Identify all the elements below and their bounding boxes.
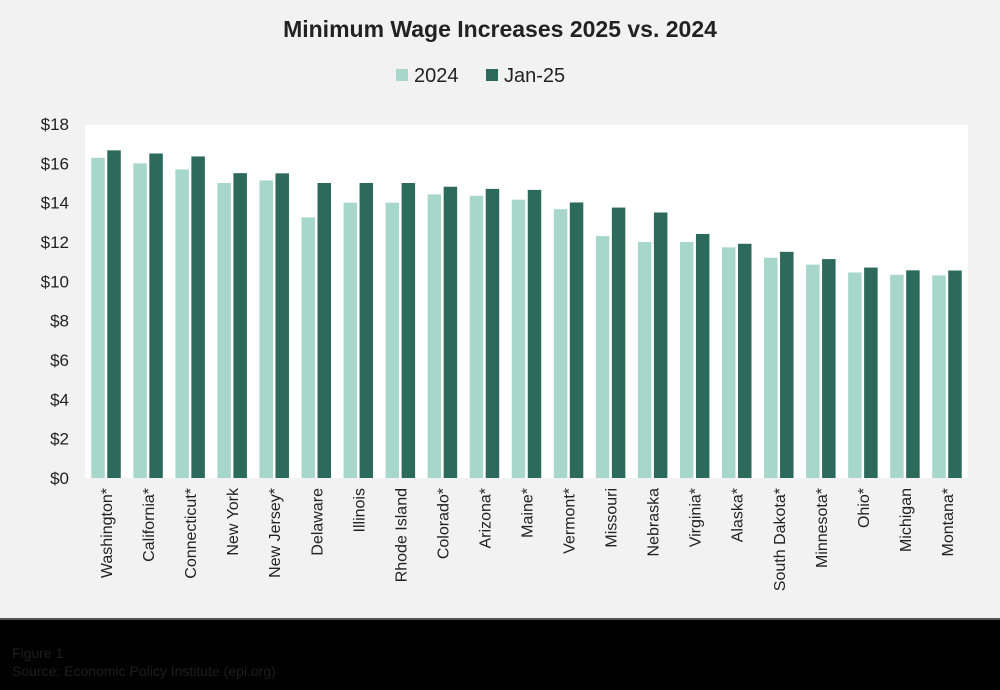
x-category-label: Ohio* (856, 488, 873, 528)
x-category-label: Michigan (898, 488, 915, 552)
bar-jan-25 (822, 259, 836, 478)
x-category-label: Colorado* (435, 488, 452, 559)
legend-swatch (486, 69, 498, 81)
x-category-label: Connecticut* (183, 488, 200, 579)
bar-jan-25 (149, 153, 163, 478)
bar-2024 (553, 209, 568, 478)
bar-2024 (469, 195, 484, 479)
figure-footer: Figure 1 Source: Economic Policy Institu… (0, 618, 1000, 690)
x-category-label: Maine* (520, 488, 537, 538)
bar-chart: Minimum Wage Increases 2025 vs. 2024 202… (41, 16, 968, 591)
y-tick-label: $0 (50, 469, 69, 488)
bar-jan-25 (443, 186, 458, 478)
x-category-label: Washington* (99, 488, 116, 578)
source-note: Source: Economic Policy Institute (epi.o… (12, 663, 276, 679)
bar-jan-25 (569, 202, 584, 478)
bar-jan-25 (191, 156, 205, 478)
x-category-label: New Jersey* (267, 488, 284, 578)
bar-2024 (932, 275, 946, 478)
bar-jan-25 (864, 267, 878, 478)
bar-2024 (385, 202, 400, 478)
x-category-label: Virginia* (688, 488, 705, 547)
legend-label: Jan-25 (504, 65, 565, 87)
x-category-label: New York (225, 487, 242, 556)
y-tick-label: $18 (41, 115, 69, 134)
bar-jan-25 (485, 188, 500, 478)
y-tick-label: $14 (41, 194, 69, 213)
bar-jan-25 (611, 207, 626, 479)
bar-jan-25 (359, 183, 374, 478)
bar-jan-25 (948, 270, 962, 478)
legend-label: 2024 (414, 65, 459, 87)
bar-2024 (848, 272, 862, 478)
figure-label: Figure 1 (12, 645, 64, 661)
legend: 2024 Jan-25 (396, 65, 565, 87)
x-category-label: Illinois (351, 488, 368, 532)
x-category-label: Delaware (309, 488, 326, 556)
x-category-label: Montana* (940, 488, 957, 557)
bar-2024 (890, 274, 904, 478)
bar-2024 (427, 194, 442, 478)
bar-2024 (806, 264, 820, 478)
bar-jan-25 (780, 251, 794, 478)
bar-2024 (217, 183, 231, 478)
bar-2024 (595, 236, 610, 478)
legend-swatch (396, 69, 408, 81)
x-category-label: Alaska* (730, 488, 747, 542)
y-tick-label: $6 (50, 351, 69, 370)
y-tick-label: $12 (41, 233, 69, 252)
y-tick-label: $4 (50, 390, 69, 409)
x-category-label: Minnesota* (814, 488, 831, 568)
bar-2024 (91, 157, 105, 478)
x-category-label: Missouri (604, 488, 621, 548)
bar-jan-25 (695, 233, 710, 478)
y-tick-label: $2 (50, 430, 69, 449)
x-category-label: California* (141, 488, 158, 562)
bar-jan-25 (275, 173, 289, 478)
bar-2024 (301, 217, 316, 478)
bar-jan-25 (737, 243, 752, 478)
x-category-label: South Dakota* (772, 488, 789, 591)
bar-2024 (721, 247, 736, 478)
bar-2024 (511, 199, 526, 478)
x-category-label: Nebraska (646, 488, 663, 557)
bar-2024 (175, 169, 189, 478)
bar-jan-25 (653, 212, 668, 478)
bar-jan-25 (233, 173, 247, 478)
bar-2024 (637, 242, 652, 478)
bar-jan-25 (107, 150, 121, 478)
y-tick-label: $8 (50, 312, 69, 331)
chart-title: Minimum Wage Increases 2025 vs. 2024 (283, 16, 717, 42)
y-tick-label: $10 (41, 272, 69, 291)
bar-2024 (343, 202, 358, 478)
bar-2024 (259, 180, 273, 478)
bar-jan-25 (317, 183, 332, 478)
x-category-label: Vermont* (562, 488, 579, 554)
bar-jan-25 (906, 270, 920, 478)
x-category-label: Rhode Island (393, 488, 410, 582)
bar-jan-25 (401, 183, 416, 478)
x-category-label: Arizona* (477, 488, 494, 548)
bar-jan-25 (527, 189, 542, 478)
bar-2024 (679, 242, 694, 478)
bar-2024 (133, 163, 147, 479)
plot-area (85, 125, 968, 478)
y-tick-label: $16 (41, 154, 69, 173)
bar-2024 (764, 257, 778, 478)
